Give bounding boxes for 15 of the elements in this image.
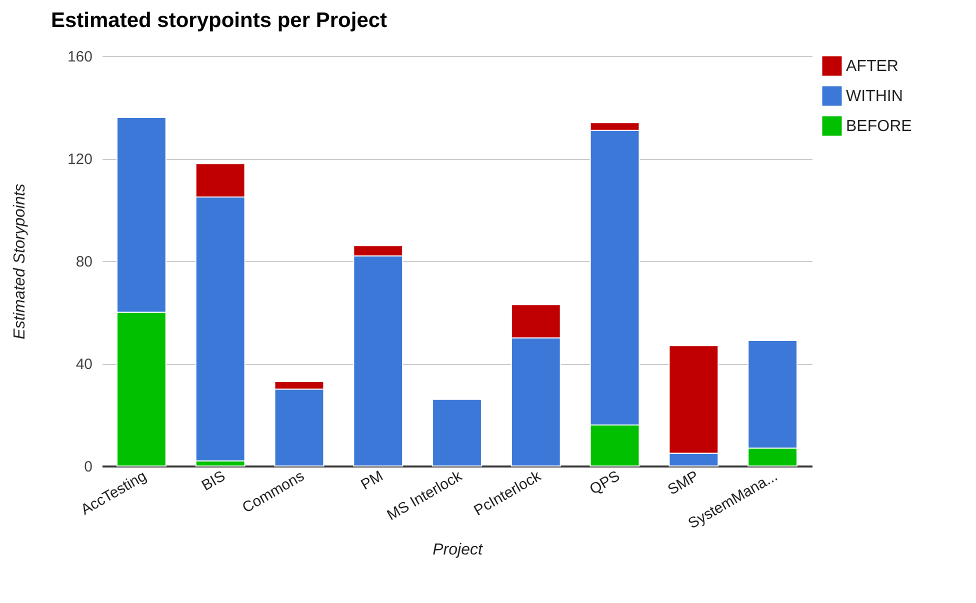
x-tick-label: QPS [586,468,623,498]
legend-label: AFTER [846,58,898,75]
x-axis-title: Project [432,542,483,559]
y-tick-label: 40 [76,356,92,373]
y-tick-label: 0 [84,458,92,476]
y-axis-title: Estimated Storypoints [11,184,28,340]
y-tick-label: 80 [76,254,92,270]
x-tick-label: PM [358,468,386,494]
y-tick-label: 120 [67,151,92,168]
chart-title: Estimated storypoints per Project [50,9,388,32]
legend-label: WITHIN [846,88,903,105]
bar [432,398,482,466]
x-tick-label: BIS [198,468,228,494]
legend-label: BEFORE [846,118,912,135]
y-tick-label: 160 [67,48,92,66]
